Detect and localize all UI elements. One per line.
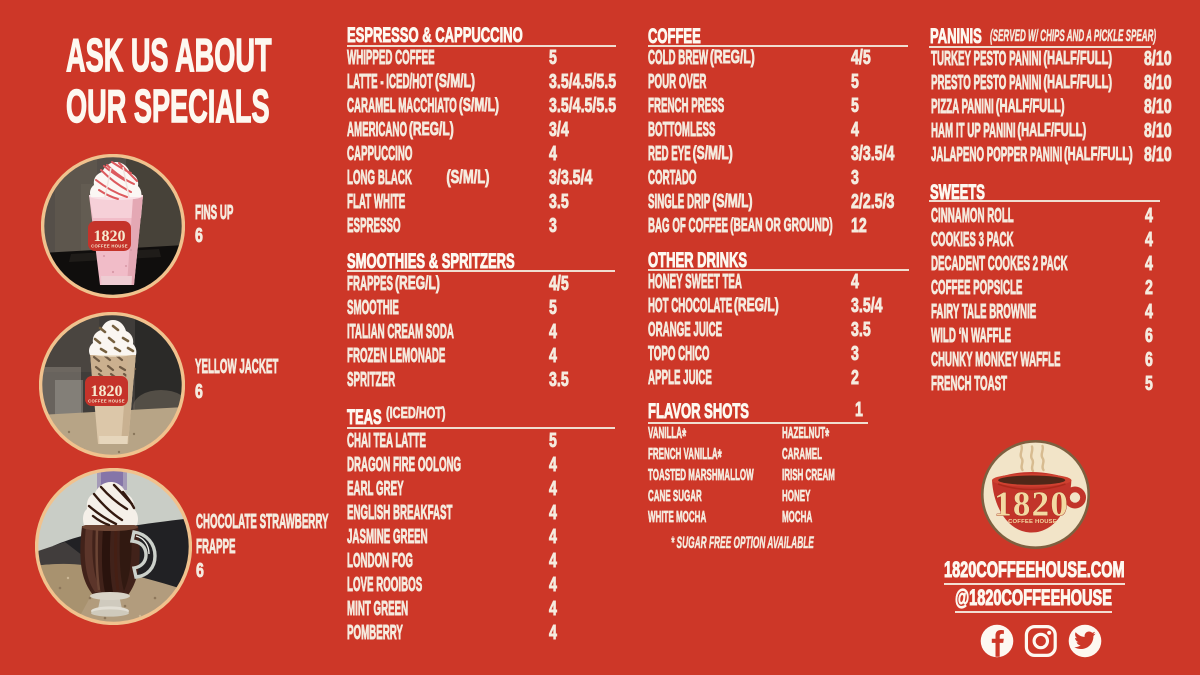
svg-text:COFFEE HOUSE: COFFEE HOUSE (91, 244, 128, 249)
svg-text:COFFEE HOUSE: COFFEE HOUSE (1008, 519, 1057, 525)
svg-text:1820: 1820 (94, 228, 126, 245)
svg-text:1820: 1820 (91, 383, 123, 400)
svg-text:COFFEE HOUSE: COFFEE HOUSE (88, 399, 125, 404)
svg-text:1820: 1820 (994, 486, 1069, 524)
